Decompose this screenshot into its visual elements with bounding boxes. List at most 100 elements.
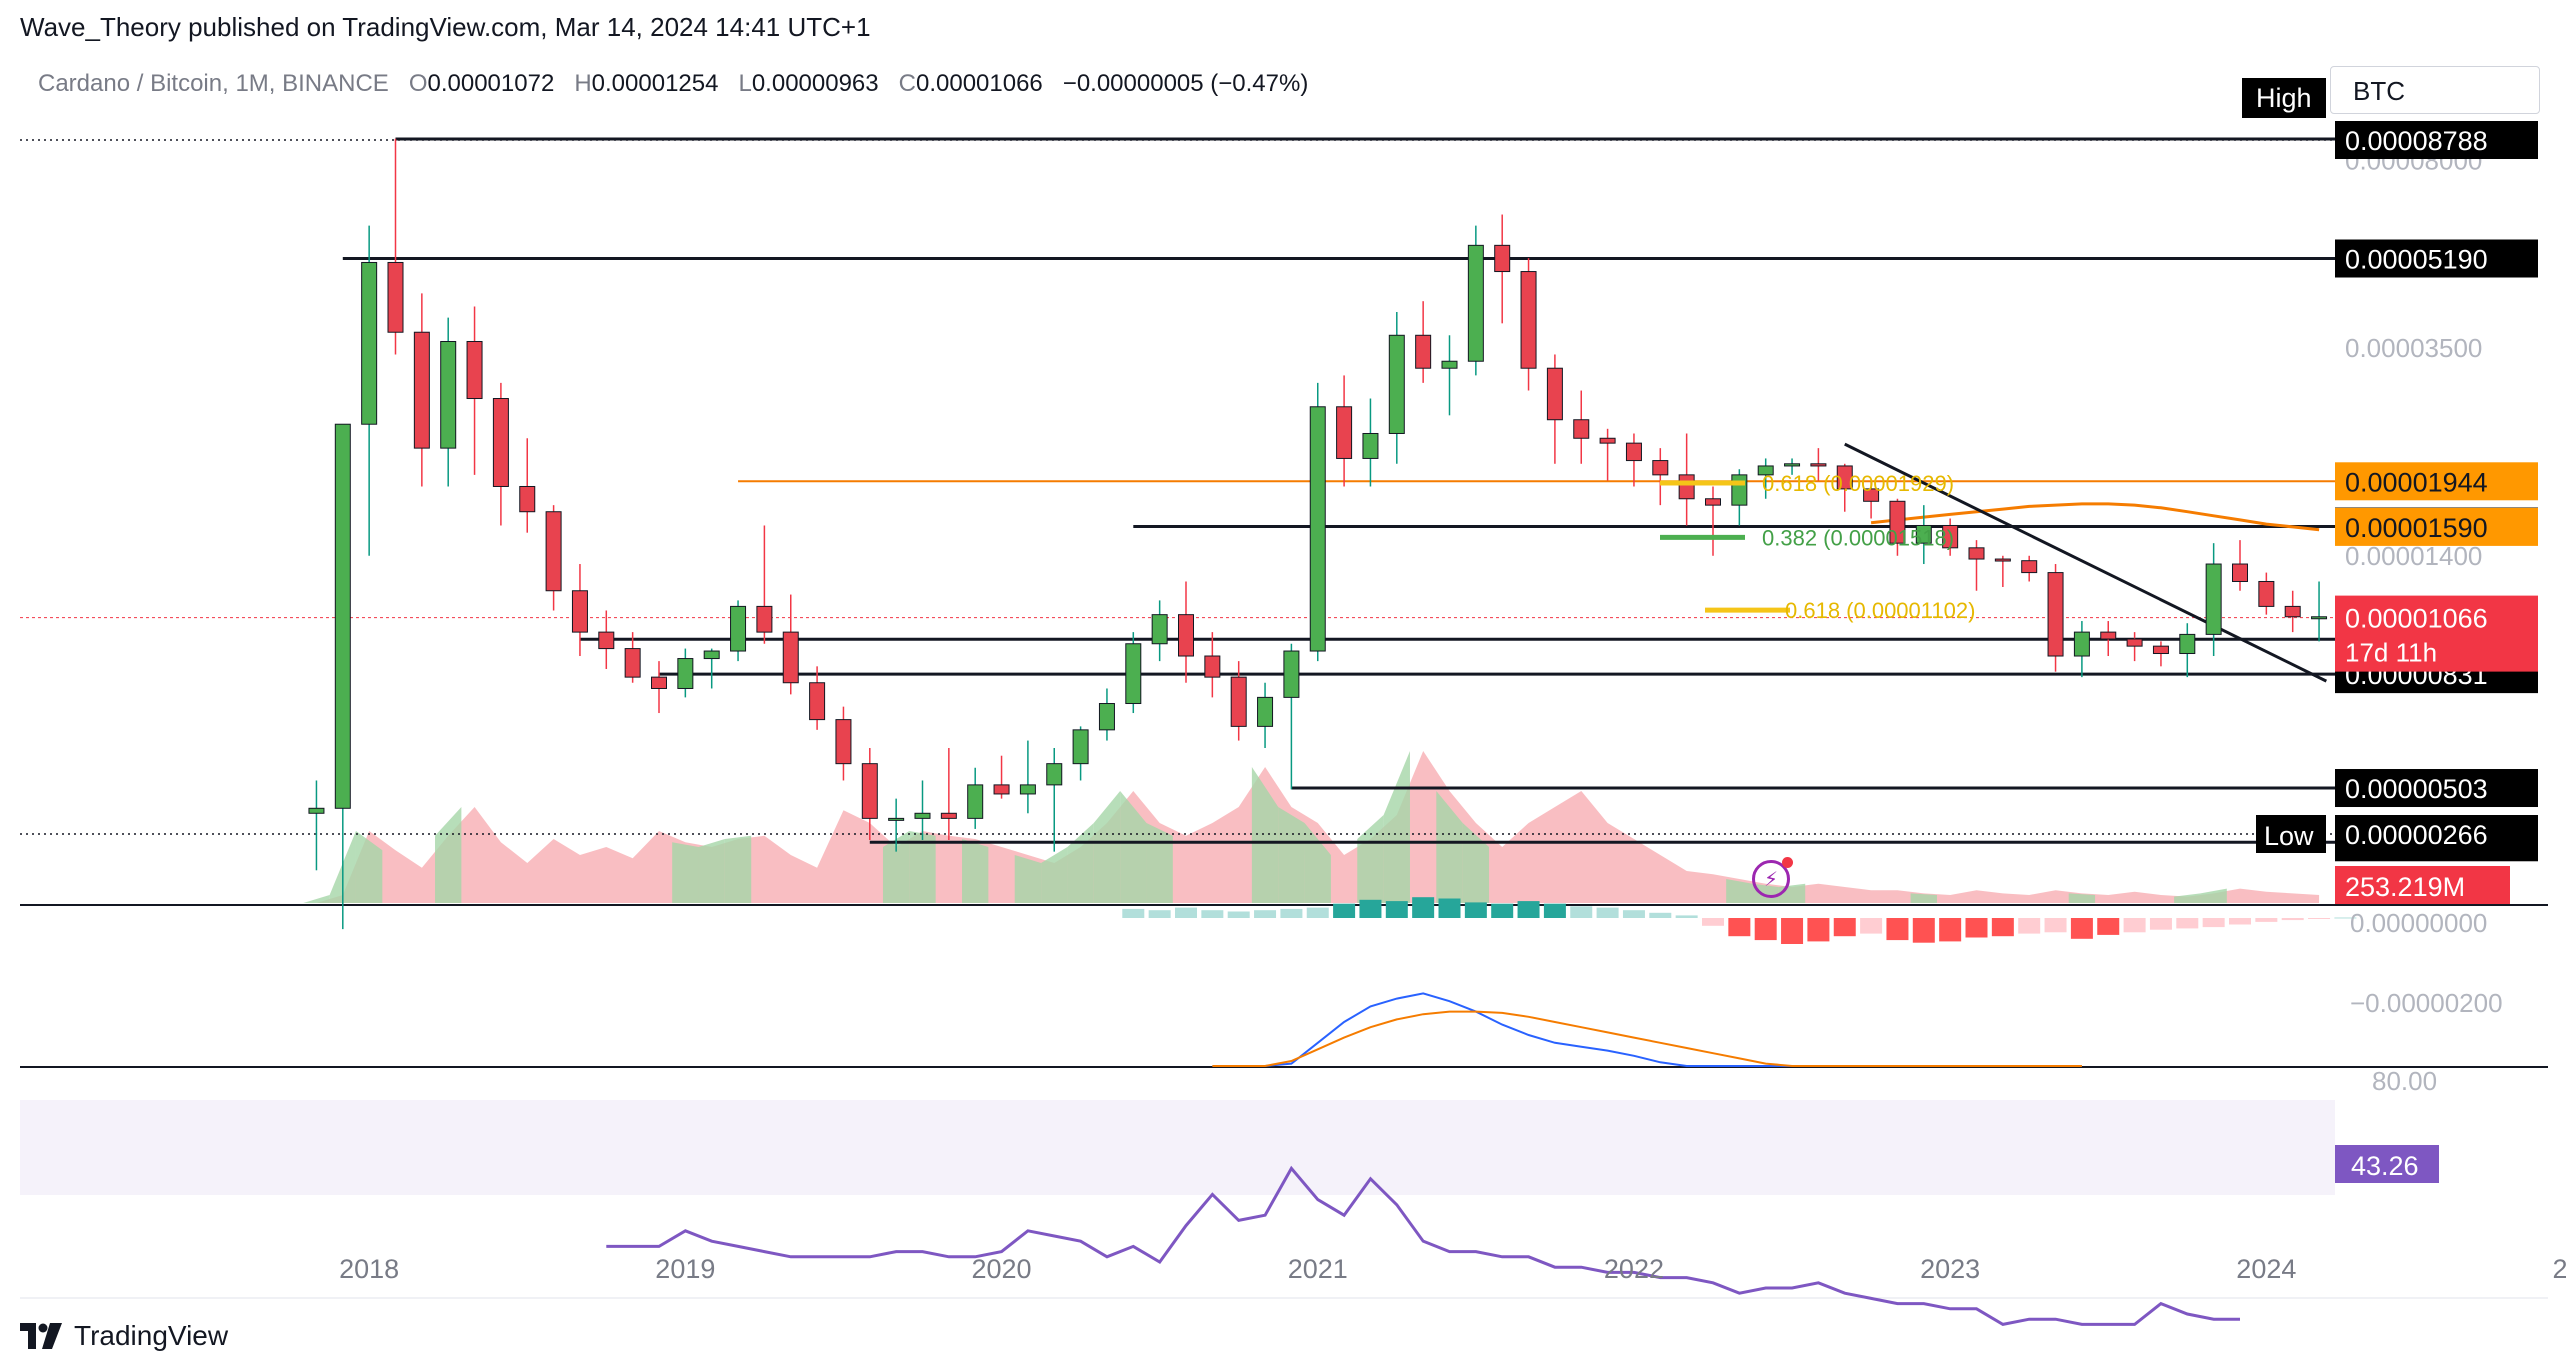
candle-2021-02 (1336, 375, 1353, 487)
low-value: 0.00000963 (751, 70, 879, 97)
candle-body (1520, 271, 1537, 369)
fib-label: 0.382 (0.00001518) (1762, 525, 1954, 550)
macd-histogram-bar (1201, 910, 1224, 918)
candle-body (756, 605, 773, 633)
macd-histogram-bar (1122, 908, 1145, 918)
candle-2019-08 (861, 748, 878, 840)
candle-body (2100, 631, 2117, 640)
macd-histogram-bar (1807, 918, 1830, 942)
candle-2019-03 (730, 600, 747, 662)
price-axis-tick: 0.00003500 (2345, 333, 2482, 363)
candle-body (1125, 643, 1142, 705)
candle-2021-05 (1415, 301, 1432, 383)
rsi-value-bg (2335, 1145, 2439, 1183)
candle-body (703, 650, 720, 660)
macd-histogram-bar (1491, 903, 1514, 918)
candle-body (888, 817, 905, 821)
candle-2022-03 (1678, 433, 1695, 526)
candle-2018-03 (413, 293, 430, 487)
currency-selector[interactable]: BTC (2330, 66, 2540, 114)
candle-body (545, 511, 562, 592)
candle-2019-09 (888, 798, 905, 852)
level-tag-0.00000503-text: 0.00000503 (2345, 774, 2488, 804)
candle-2018-09 (571, 564, 588, 657)
candle-body (1810, 463, 1827, 467)
candle-body (1678, 474, 1695, 500)
candle-body (1415, 334, 1432, 369)
candle-body (1204, 655, 1221, 678)
candle-2019-04 (756, 525, 773, 644)
volume-up-segment (2174, 893, 2201, 903)
macd-histogram-bar (1728, 918, 1751, 937)
candle-body (1230, 676, 1247, 727)
macd-histogram-bar (1886, 918, 1909, 941)
candle-body (1019, 784, 1036, 795)
macd-histogram-bar (2176, 918, 2199, 929)
volume-up-segment (1093, 791, 1121, 903)
macd-histogram-bar (2123, 918, 2146, 933)
macd-histogram-bar (1543, 903, 1566, 918)
open-value: 0.00001072 (427, 70, 555, 97)
macd-histogram-bar (1464, 902, 1487, 918)
candle-2018-02 (387, 138, 404, 355)
candle-body (1994, 558, 2011, 562)
candle-2023-02 (1968, 540, 1985, 591)
candle-2020-07 (1151, 600, 1168, 662)
footer: TradingView (20, 1320, 228, 1352)
low-label: L (738, 70, 752, 97)
candle-2020-09 (1204, 632, 1221, 698)
candle-body (1625, 442, 1642, 462)
level-tag-0.00001944-text: 0.00001944 (2345, 467, 2488, 497)
candle-body (1889, 500, 1906, 544)
level-tag-0.00008788: 0.00008788 (2335, 121, 2538, 159)
macd-histogram-bar (2202, 918, 2225, 928)
candle-2023-06 (2073, 621, 2090, 678)
ohlc-legend: Cardano / Bitcoin, 1M, BINANCE O0.000010… (38, 70, 1308, 98)
candle-body (2021, 560, 2038, 574)
level-tag-0.00005190-text: 0.00005190 (2345, 245, 2488, 275)
candle-2020-11 (1257, 682, 1274, 749)
candle-body (1915, 524, 1932, 544)
macd-histogram-bar (1254, 910, 1277, 918)
candle-body (1757, 465, 1774, 476)
volume-up-segment (1146, 823, 1173, 903)
macd-histogram-bar (1359, 899, 1382, 918)
candle-2021-09 (1520, 258, 1537, 391)
macd-axis-tick: −0.00000200 (2350, 988, 2503, 1018)
candle-2018-10 (598, 610, 615, 669)
time-axis-tick-2024: 2024 (2236, 1254, 2296, 1284)
high-badge: High (2242, 78, 2326, 118)
last-price-bg (2335, 595, 2538, 672)
candle-body (519, 485, 536, 513)
time-axis-tick-2025: 2025 (2553, 1254, 2566, 1284)
rsi-line (606, 1165, 2240, 1326)
macd-histogram-bar (1860, 918, 1883, 934)
candle-body (2152, 645, 2169, 655)
macd-histogram-bar (1438, 898, 1461, 918)
candle-body (361, 261, 378, 425)
volume-tag-bg (2335, 866, 2510, 904)
volume-up-segment (1910, 893, 1937, 903)
candle-body (2047, 572, 2064, 657)
candle-2023-10 (2179, 623, 2196, 678)
candle-2023-09 (2152, 641, 2169, 667)
candle-body (861, 763, 878, 819)
candle-2019-07 (835, 706, 852, 781)
candle-2021-03 (1362, 398, 1379, 487)
candle-2023-12 (2232, 540, 2248, 591)
notification-dot (1782, 857, 1793, 868)
macd-histogram-bar (1596, 907, 1619, 918)
volume-up-segment (962, 839, 989, 903)
candle-body (1599, 437, 1616, 444)
lightning-icon[interactable]: ⚡ (1752, 857, 1793, 898)
time-axis-tick-2021: 2021 (1288, 1254, 1348, 1284)
volume-up-segment (1041, 847, 1068, 903)
macd-histogram-bar (1912, 918, 1935, 943)
candle-2023-08 (2126, 632, 2143, 662)
candle-2021-06 (1441, 335, 1458, 416)
rsi-axis-tick: 80.00 (2372, 1066, 2437, 1096)
candle-2019-02 (703, 648, 720, 689)
candle-body (2073, 631, 2090, 657)
macd-histogram-bar (2149, 918, 2172, 930)
